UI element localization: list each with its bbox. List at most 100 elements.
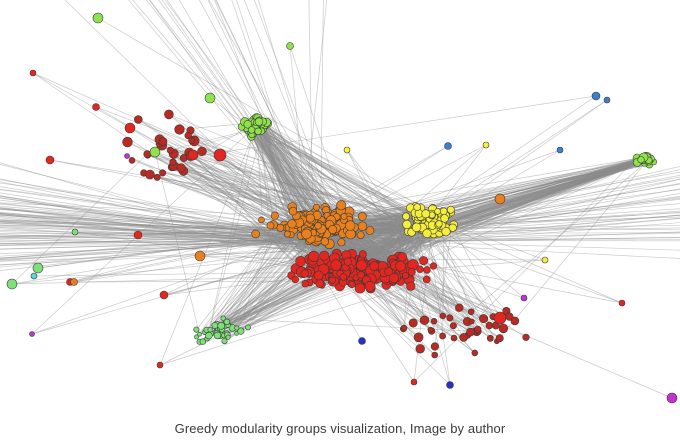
graph-node-red bbox=[356, 259, 368, 271]
graph-edge bbox=[413, 223, 434, 383]
graph-node-dark-red bbox=[158, 137, 168, 146]
graph-edge bbox=[261, 127, 421, 218]
graph-node-dark-red bbox=[459, 333, 468, 342]
graph-edge bbox=[343, 174, 680, 243]
graph-edge bbox=[0, 230, 299, 239]
graph-edge bbox=[338, 208, 680, 232]
graph-node-orange bbox=[305, 213, 315, 223]
graph-edge bbox=[396, 222, 403, 257]
graph-node-light-green bbox=[71, 228, 79, 236]
graph-node-yellow bbox=[402, 219, 412, 230]
graph-node-dark-red bbox=[122, 136, 133, 148]
edge-layer bbox=[0, 0, 680, 399]
graph-edge bbox=[183, 170, 324, 270]
graph-node-red bbox=[419, 256, 429, 266]
graph-edge bbox=[442, 162, 647, 337]
graph-edge bbox=[447, 159, 643, 222]
graph-node-red bbox=[357, 270, 365, 279]
graph-edge bbox=[325, 160, 647, 244]
graph-edge bbox=[313, 156, 648, 237]
graph-node-dark-red bbox=[439, 312, 447, 320]
graph-edge bbox=[350, 178, 680, 258]
graph-node-yellow bbox=[421, 209, 431, 219]
graph-edge bbox=[170, 149, 306, 226]
graph-edge bbox=[159, 285, 411, 366]
graph-node-green bbox=[247, 126, 256, 134]
graph-edge bbox=[445, 159, 650, 219]
graph-edge bbox=[320, 162, 638, 239]
graph-edge bbox=[422, 158, 647, 239]
graph-node-red bbox=[358, 250, 367, 259]
graph-edge bbox=[420, 160, 641, 225]
graph-edge bbox=[154, 151, 411, 232]
graph-edge bbox=[196, 224, 280, 330]
graph-node-magenta bbox=[520, 294, 528, 302]
graph-node-orange bbox=[357, 221, 368, 231]
graph-edge bbox=[227, 233, 353, 326]
graph-edge bbox=[393, 277, 460, 309]
graph-edge bbox=[97, 17, 457, 228]
graph-edge bbox=[453, 158, 640, 227]
graph-edge bbox=[346, 149, 396, 228]
graph-edge bbox=[254, 130, 338, 218]
graph-edge bbox=[435, 158, 644, 231]
graph-edge bbox=[0, 207, 307, 249]
graph-edge bbox=[220, 231, 298, 327]
graph-edge bbox=[432, 157, 648, 220]
graph-node-dark-red bbox=[486, 334, 494, 342]
graph-edge bbox=[0, 216, 367, 251]
graph-edge bbox=[438, 160, 643, 226]
graph-edge bbox=[312, 218, 413, 261]
graph-edge bbox=[253, 127, 420, 214]
graph-node-dark-red bbox=[145, 169, 155, 180]
graph-edge bbox=[131, 160, 413, 253]
graph-edge bbox=[385, 212, 416, 262]
graph-edge bbox=[440, 157, 650, 230]
graph-edge bbox=[371, 224, 398, 265]
figure-caption: Greedy modularity groups visualization, … bbox=[174, 421, 506, 436]
graph-edge bbox=[262, 121, 484, 319]
graph-edge bbox=[318, 231, 680, 247]
graph-node-light-green bbox=[234, 325, 240, 331]
graph-node-orange bbox=[357, 211, 367, 221]
graph-node-red bbox=[406, 281, 416, 291]
graph-node-red bbox=[395, 260, 407, 272]
graph-node-yellow bbox=[448, 223, 457, 232]
graph-node-green bbox=[92, 12, 104, 24]
graph-edge bbox=[259, 120, 393, 263]
graph-edge bbox=[263, 123, 291, 224]
graph-edge bbox=[253, 130, 310, 226]
graph-edge bbox=[0, 236, 327, 251]
graph-node-dark-red bbox=[471, 349, 479, 357]
graph-node-dark-red bbox=[449, 322, 457, 330]
graph-edge bbox=[0, 248, 359, 262]
graph-edge bbox=[174, 165, 437, 230]
graph-edge bbox=[433, 149, 561, 226]
graph-node-orange bbox=[356, 231, 365, 239]
graph-edge bbox=[251, 126, 336, 229]
graph-edge bbox=[432, 158, 648, 223]
graph-node-red bbox=[384, 267, 394, 277]
graph-edge bbox=[446, 160, 644, 226]
graph-edge bbox=[429, 160, 649, 226]
graph-edge bbox=[0, 212, 313, 253]
graph-edge bbox=[0, 202, 338, 219]
graph-edge bbox=[0, 238, 325, 246]
graph-edge bbox=[0, 215, 298, 226]
graph-edge bbox=[259, 120, 349, 218]
graph-edge bbox=[0, 229, 304, 237]
graph-edge bbox=[442, 158, 646, 233]
graph-node-red bbox=[295, 256, 306, 267]
graph-edge bbox=[339, 198, 680, 236]
graph-edge bbox=[0, 213, 323, 235]
graph-edge bbox=[215, 0, 334, 241]
graph-edge bbox=[257, 0, 334, 247]
graph-edge bbox=[154, 151, 200, 335]
graph-edge bbox=[250, 129, 292, 227]
graph-edge bbox=[0, 225, 321, 243]
graph-edge bbox=[0, 182, 334, 229]
graph-edge bbox=[251, 121, 396, 266]
graph-node-red bbox=[407, 268, 416, 276]
graph-node-red bbox=[330, 259, 342, 271]
graph-edge bbox=[308, 0, 314, 235]
